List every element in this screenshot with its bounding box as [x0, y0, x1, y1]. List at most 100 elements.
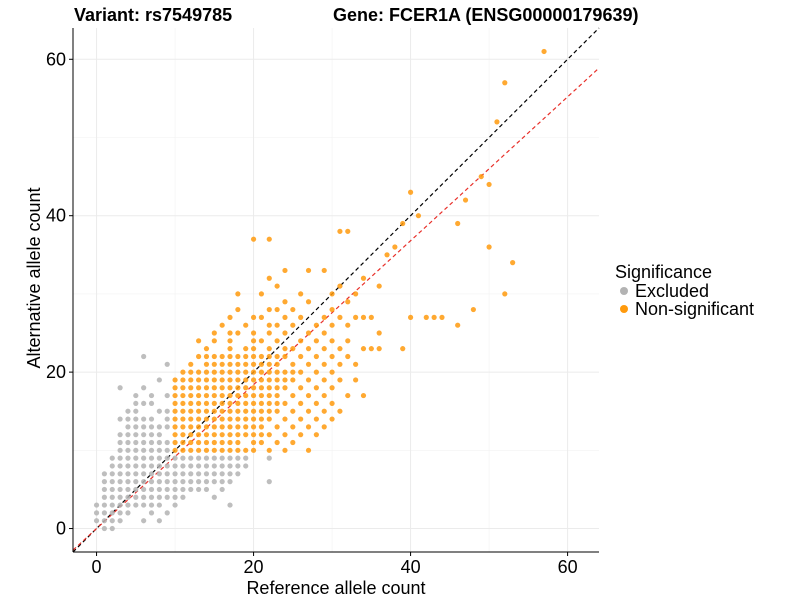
data-point: [211, 330, 217, 336]
data-point: [133, 392, 139, 399]
data-point: [117, 518, 123, 524]
data-point: [219, 392, 225, 399]
data-point: [117, 510, 123, 516]
data-point: [203, 346, 210, 352]
data-point: [172, 486, 178, 493]
data-point: [250, 314, 257, 320]
data-point: [203, 455, 210, 461]
data-point: [243, 400, 249, 407]
data-point: [219, 369, 225, 375]
data-point: [148, 486, 155, 493]
data-point: [141, 416, 147, 422]
data-point: [321, 330, 327, 336]
tick-labels: 0 20 40 60 0 20 40 60: [46, 49, 578, 577]
data-point: [196, 369, 202, 375]
data-point: [305, 330, 312, 336]
y-tick-label: 60: [46, 49, 66, 69]
data-point: [141, 400, 147, 407]
data-point: [125, 471, 131, 477]
data-point: [156, 486, 162, 493]
data-point: [117, 432, 123, 438]
data-point: [337, 228, 343, 234]
data-point: [188, 416, 194, 422]
data-point: [305, 361, 312, 367]
data-point: [93, 510, 100, 516]
data-point: [274, 353, 280, 360]
legend-label-excluded: Excluded: [635, 281, 710, 301]
data-point: [290, 361, 296, 367]
data-point: [156, 439, 162, 446]
data-point: [164, 416, 170, 422]
data-point: [148, 439, 155, 446]
data-point: [258, 314, 265, 320]
data-point: [400, 220, 406, 227]
data-point: [133, 408, 139, 414]
data-point: [211, 385, 217, 391]
x-tick-label: 0: [92, 557, 102, 577]
data-point: [101, 518, 108, 524]
data-point: [211, 494, 217, 500]
data-point: [156, 471, 162, 477]
data-point: [258, 361, 265, 367]
variant-title: Variant: rs7549785: [74, 5, 233, 25]
data-point: [203, 400, 210, 407]
data-point: [321, 424, 327, 430]
data-point: [353, 361, 359, 367]
data-point: [156, 408, 162, 414]
data-point: [266, 479, 272, 485]
gene-title: Gene: FCER1A (ENSG00000179639): [333, 5, 639, 25]
data-point: [141, 494, 147, 500]
data-point: [164, 455, 170, 461]
data-point: [117, 463, 123, 469]
data-point: [125, 479, 131, 485]
data-point: [211, 338, 217, 344]
data-point: [321, 314, 327, 320]
data-point: [141, 439, 147, 446]
data-point: [196, 338, 202, 344]
data-point: [211, 455, 217, 461]
data-point: [117, 471, 123, 477]
data-point: [266, 275, 272, 281]
data-point: [117, 502, 123, 508]
data-point: [125, 502, 131, 508]
data-point: [282, 432, 288, 438]
data-point: [196, 439, 202, 446]
data-point: [125, 447, 131, 453]
data-point: [101, 479, 108, 485]
data-point: [243, 353, 249, 360]
data-point: [313, 400, 319, 407]
data-point: [274, 424, 280, 430]
data-point: [180, 416, 186, 422]
data-point: [133, 432, 139, 438]
data-point: [321, 392, 327, 399]
data-point: [219, 486, 225, 493]
data-point: [180, 385, 186, 391]
data-point: [305, 299, 312, 305]
data-point: [117, 455, 123, 461]
data-point: [266, 447, 272, 453]
data-point: [180, 377, 186, 383]
data-point: [250, 424, 257, 430]
data-point: [407, 314, 414, 320]
data-point: [196, 400, 202, 407]
data-point: [329, 338, 335, 344]
data-point: [211, 408, 217, 414]
data-point: [109, 518, 115, 524]
data-point: [329, 385, 335, 391]
data-point: [321, 408, 327, 414]
data-point: [180, 432, 186, 438]
data-points: [93, 48, 547, 532]
data-point: [133, 455, 139, 461]
data-point: [266, 306, 272, 313]
data-point: [203, 408, 210, 414]
data-point: [329, 353, 335, 360]
y-tick-label: 20: [46, 362, 66, 382]
data-point: [282, 346, 288, 352]
data-point: [164, 447, 170, 453]
data-point: [109, 471, 115, 477]
data-point: [235, 408, 241, 414]
data-point: [196, 408, 202, 414]
data-point: [376, 283, 382, 289]
data-point: [227, 439, 233, 446]
data-point: [298, 353, 304, 360]
